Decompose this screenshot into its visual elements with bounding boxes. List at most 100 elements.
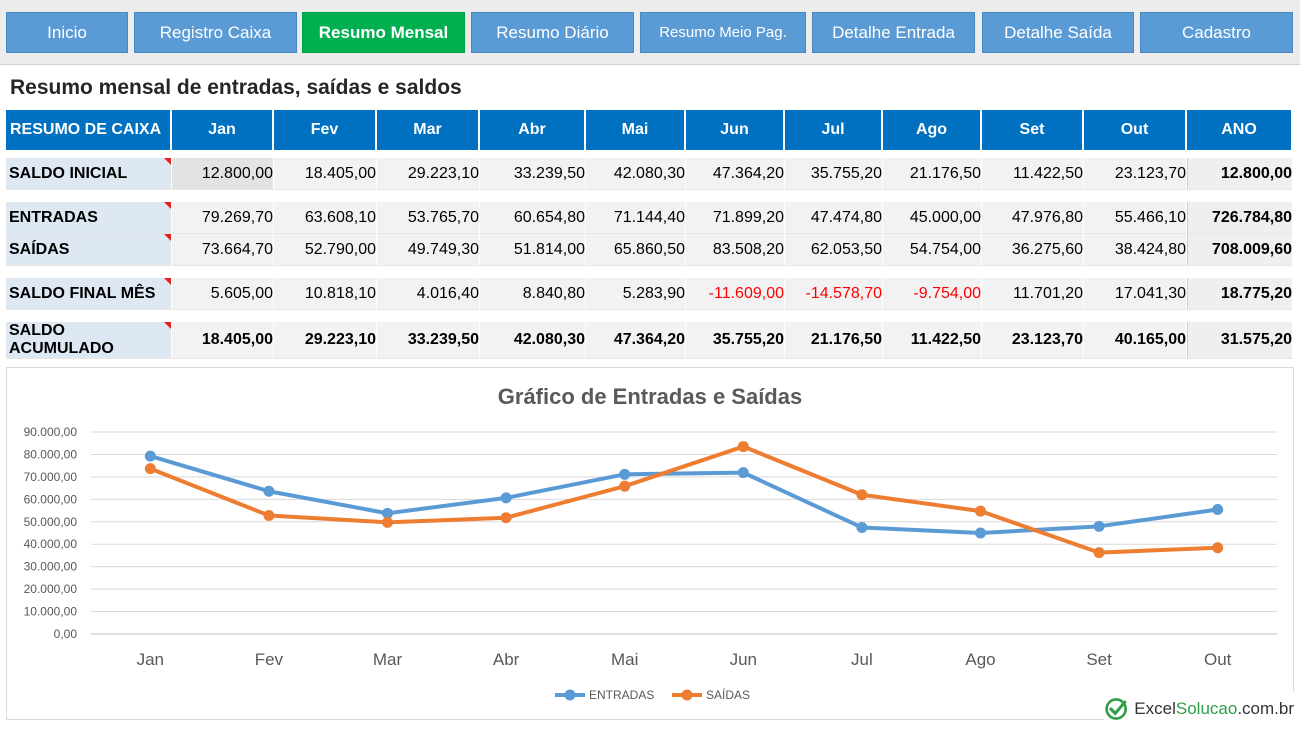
table-cell[interactable]: 29.223,10 xyxy=(274,322,377,359)
row-label[interactable]: ENTRADAS xyxy=(6,202,172,234)
table-cell[interactable]: 47.474,80 xyxy=(785,202,883,234)
table-cell[interactable]: 49.749,30 xyxy=(377,234,480,266)
table-cell[interactable]: 45.000,00 xyxy=(883,202,982,234)
nav-cadastro-button[interactable]: Cadastro xyxy=(1140,12,1293,53)
table-cell[interactable]: 35.755,20 xyxy=(686,322,785,359)
table-cell[interactable]: 42.080,30 xyxy=(480,322,586,359)
table-cell[interactable]: 10.818,10 xyxy=(274,278,377,310)
table-cell[interactable]: 12.800,00 xyxy=(172,158,274,190)
table-cell[interactable]: 17.041,30 xyxy=(1084,278,1187,310)
data-point xyxy=(619,468,631,480)
table-cell[interactable]: 62.053,50 xyxy=(785,234,883,266)
nav-detalhe-saida-button[interactable]: Detalhe Saída xyxy=(982,12,1134,53)
data-point xyxy=(856,489,868,501)
table-cell[interactable]: 21.176,50 xyxy=(785,322,883,359)
x-tick-label: Ago xyxy=(965,650,995,669)
table-cell[interactable]: 5.283,90 xyxy=(586,278,686,310)
row-saldo-acumulado: SALDO ACUMULADO 18.405,00 29.223,10 33.2… xyxy=(6,322,1293,359)
series-line-entradas xyxy=(149,454,1218,535)
table-cell[interactable]: 71.144,40 xyxy=(586,202,686,234)
table-cell[interactable]: 47.364,20 xyxy=(686,158,785,190)
table-cell[interactable]: 73.664,70 xyxy=(172,234,274,266)
table-cell[interactable]: 35.755,20 xyxy=(785,158,883,190)
row-entradas: ENTRADAS 79.269,70 63.608,10 53.765,70 6… xyxy=(6,202,1293,234)
nav-inicio-button[interactable]: Inicio xyxy=(6,12,128,53)
table-cell[interactable]: 8.840,80 xyxy=(480,278,586,310)
brand-text-b: Solucao xyxy=(1175,699,1238,718)
y-tick-label: 40.000,00 xyxy=(24,537,78,551)
nav-resumo-diario-button[interactable]: Resumo Diário xyxy=(471,12,634,53)
table-cell[interactable]: 47.976,80 xyxy=(982,202,1084,234)
table-cell[interactable]: 29.223,10 xyxy=(377,158,480,190)
data-point xyxy=(975,505,986,517)
row-label[interactable]: SALDO ACUMULADO xyxy=(6,322,172,359)
table-cell-negative[interactable]: -11.609,00 xyxy=(686,278,785,310)
row-saidas: SAÍDAS 73.664,70 52.790,00 49.749,30 51.… xyxy=(6,234,1293,266)
brand-text-a: Excel xyxy=(1134,699,1176,718)
row-label[interactable]: SAÍDAS xyxy=(6,234,172,266)
header-cell-set: Set xyxy=(982,110,1084,150)
table-cell-ano[interactable]: 18.775,20 xyxy=(1187,278,1293,310)
x-tick-label: Abr xyxy=(493,650,520,669)
table-cell[interactable]: 51.814,00 xyxy=(480,234,586,266)
header-cell-ano: ANO xyxy=(1187,110,1293,150)
nav-resumo-mensal-button[interactable]: Resumo Mensal xyxy=(302,12,465,53)
table-cell[interactable]: 33.239,50 xyxy=(377,322,480,359)
table-cell[interactable]: 54.754,00 xyxy=(883,234,982,266)
table-cell[interactable]: 55.466,10 xyxy=(1084,202,1187,234)
table-cell[interactable]: 18.405,00 xyxy=(274,158,377,190)
table-cell[interactable]: 63.608,10 xyxy=(274,202,377,234)
table-cell[interactable]: 21.176,50 xyxy=(883,158,982,190)
row-label[interactable]: SALDO INICIAL xyxy=(6,158,172,190)
table-cell[interactable]: 79.269,70 xyxy=(172,202,274,234)
table-cell-negative[interactable]: -14.578,70 xyxy=(785,278,883,310)
table-cell[interactable]: 38.424,80 xyxy=(1084,234,1187,266)
chart-svg: Gráfico de Entradas e Saídas 0,00 10.000,0… xyxy=(24,384,1277,702)
table-cell[interactable]: 42.080,30 xyxy=(586,158,686,190)
nav-resumo-meio-pag-button[interactable]: Resumo Meio Pag. xyxy=(640,12,806,53)
table-cell[interactable]: 5.605,00 xyxy=(172,278,274,310)
table-cell[interactable]: 36.275,60 xyxy=(982,234,1084,266)
brand-text: ExcelSolucao.com.br xyxy=(1134,699,1294,719)
data-point xyxy=(856,521,868,533)
table-header-row: RESUMO DE CAIXA Jan Fev Mar Abr Mai Jun … xyxy=(6,110,1293,150)
data-point xyxy=(500,512,512,524)
line-chart[interactable]: Gráfico de Entradas e Saídas 0,00 10.000,0… xyxy=(6,367,1294,720)
y-tick-label: 30.000,00 xyxy=(24,560,78,574)
table-cell[interactable]: 47.364,20 xyxy=(586,322,686,359)
row-saldo-inicial: SALDO INICIAL 12.800,00 18.405,00 29.223… xyxy=(6,158,1293,190)
x-tick-label: Jun xyxy=(730,650,757,669)
y-tick-label: 50.000,00 xyxy=(24,515,78,529)
data-point xyxy=(737,441,749,453)
table-cell[interactable]: 40.165,00 xyxy=(1084,322,1187,359)
nav-detalhe-entrada-button[interactable]: Detalhe Entrada xyxy=(812,12,975,53)
data-point xyxy=(1212,542,1224,554)
table-cell[interactable]: 11.422,50 xyxy=(982,158,1084,190)
table-cell-negative[interactable]: -9.754,00 xyxy=(883,278,982,310)
table-cell[interactable]: 83.508,20 xyxy=(686,234,785,266)
table-cell[interactable]: 53.765,70 xyxy=(377,202,480,234)
data-point xyxy=(144,450,156,462)
table-cell[interactable]: 11.422,50 xyxy=(883,322,982,359)
header-cell-fev: Fev xyxy=(274,110,377,150)
data-point xyxy=(263,510,275,522)
table-cell-ano[interactable]: 708.009,60 xyxy=(1187,234,1293,266)
table-cell[interactable]: 71.899,20 xyxy=(686,202,785,234)
table-cell[interactable]: 60.654,80 xyxy=(480,202,586,234)
table-cell[interactable]: 65.860,50 xyxy=(586,234,686,266)
table-cell[interactable]: 23.123,70 xyxy=(982,322,1084,359)
nav-registro-caixa-button[interactable]: Registro Caixa xyxy=(134,12,297,53)
table-cell[interactable]: 11.701,20 xyxy=(982,278,1084,310)
header-cell-jan: Jan xyxy=(172,110,274,150)
table-cell-ano[interactable]: 726.784,80 xyxy=(1187,202,1293,234)
table-cell[interactable]: 18.405,00 xyxy=(172,322,274,359)
table-cell-ano[interactable]: 31.575,20 xyxy=(1187,322,1293,359)
page-title: Resumo mensal de entradas, saídas e sald… xyxy=(10,76,462,99)
table-cell[interactable]: 52.790,00 xyxy=(274,234,377,266)
table-cell[interactable]: 4.016,40 xyxy=(377,278,480,310)
row-label[interactable]: SALDO FINAL MÊS xyxy=(6,278,172,310)
table-cell-ano[interactable]: 12.800,00 xyxy=(1187,158,1293,190)
top-navigation: Inicio Registro Caixa Resumo Mensal Resu… xyxy=(0,0,1300,65)
table-cell[interactable]: 33.239,50 xyxy=(480,158,586,190)
table-cell[interactable]: 23.123,70 xyxy=(1084,158,1187,190)
